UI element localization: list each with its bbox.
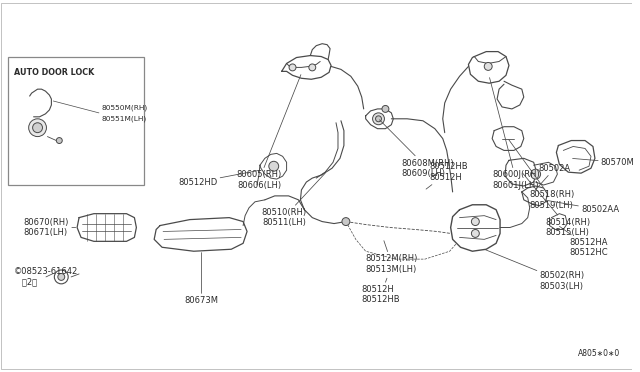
Circle shape	[382, 105, 389, 112]
Text: 80608M(RH)
80609(LH): 80608M(RH) 80609(LH)	[380, 120, 454, 178]
Circle shape	[29, 119, 47, 137]
Circle shape	[472, 218, 479, 225]
Text: 80670(RH)
80671(LH): 80670(RH) 80671(LH)	[24, 218, 76, 237]
Text: AUTO DOOR LOCK: AUTO DOOR LOCK	[14, 68, 94, 77]
Circle shape	[484, 62, 492, 70]
Text: A805∗0∗0: A805∗0∗0	[579, 349, 621, 358]
Circle shape	[54, 270, 68, 284]
Text: 80512HA
80512HC: 80512HA 80512HC	[559, 226, 608, 257]
Text: 80512M(RH)
80513M(LH): 80512M(RH) 80513M(LH)	[365, 241, 418, 274]
Circle shape	[376, 116, 381, 122]
Text: 80673M: 80673M	[184, 253, 219, 305]
Circle shape	[269, 161, 278, 171]
Circle shape	[372, 113, 385, 125]
Text: ©08523-61642
   （2）: ©08523-61642 （2）	[14, 267, 78, 286]
Text: 80605(RH)
80606(LH): 80605(RH) 80606(LH)	[236, 75, 301, 190]
Text: 80510(RH)
80511(LH): 80510(RH) 80511(LH)	[261, 173, 325, 227]
Circle shape	[33, 123, 42, 133]
Text: 80551M(LH): 80551M(LH)	[102, 116, 147, 122]
Circle shape	[531, 169, 541, 179]
Bar	[8, 57, 144, 185]
Circle shape	[342, 218, 350, 225]
Text: 80512H
80512HB: 80512H 80512HB	[362, 278, 401, 304]
Circle shape	[56, 138, 62, 144]
Text: 80514(RH)
80515(LH): 80514(RH) 80515(LH)	[523, 173, 591, 237]
Circle shape	[289, 64, 296, 71]
Text: 80512HB
80512H: 80512HB 80512H	[426, 163, 468, 189]
Text: 80512HD: 80512HD	[178, 170, 259, 186]
Text: 80502(RH)
80503(LH): 80502(RH) 80503(LH)	[486, 250, 585, 291]
Circle shape	[472, 230, 479, 237]
Text: 80502A: 80502A	[534, 164, 571, 191]
Text: 80600J(RH)
80601J(LH): 80600J(RH) 80601J(LH)	[490, 78, 540, 190]
Text: 80570M: 80570M	[573, 158, 635, 167]
Text: 80502AA: 80502AA	[545, 200, 620, 214]
Text: 80518(RH)
80519(LH): 80518(RH) 80519(LH)	[509, 140, 575, 209]
Circle shape	[309, 64, 316, 71]
Circle shape	[58, 273, 65, 280]
Text: 80550M(RH): 80550M(RH)	[102, 105, 148, 111]
